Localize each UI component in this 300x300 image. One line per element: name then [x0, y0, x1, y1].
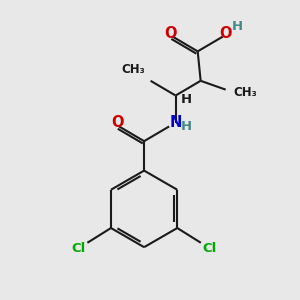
Text: Cl: Cl: [71, 242, 86, 254]
Text: Cl: Cl: [202, 242, 217, 254]
Text: O: O: [219, 26, 232, 40]
Text: H: H: [232, 20, 243, 33]
Text: CH₃: CH₃: [233, 86, 257, 99]
Text: N: N: [169, 116, 182, 130]
Text: CH₃: CH₃: [122, 62, 145, 76]
Text: O: O: [111, 115, 124, 130]
Text: H: H: [181, 120, 192, 133]
Text: H: H: [181, 93, 192, 106]
Text: O: O: [164, 26, 177, 40]
